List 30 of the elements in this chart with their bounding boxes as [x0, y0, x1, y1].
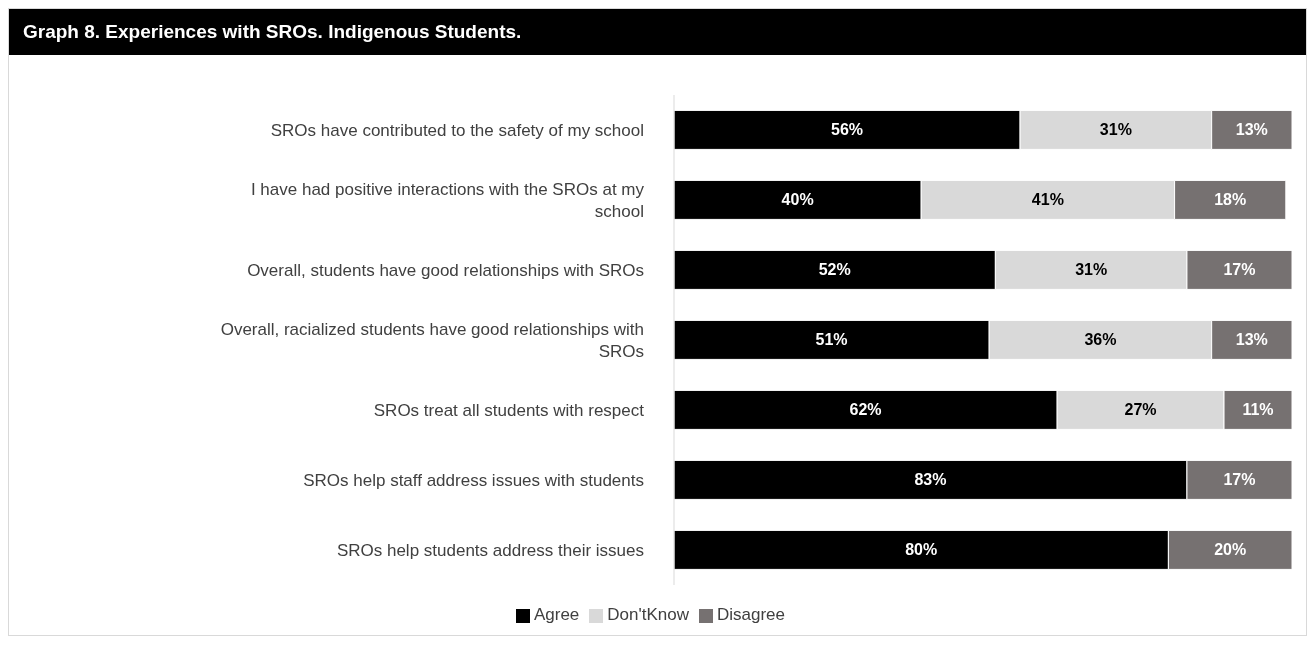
y-tick-label: Overall, students have good relationships with SROs: [247, 260, 644, 280]
data-label: 18%: [1214, 191, 1247, 209]
y-tick-label: SROs help staff address issues with students: [303, 470, 644, 490]
data-label: 56%: [831, 121, 864, 139]
legend-label: Agree: [533, 605, 580, 624]
data-label: 62%: [849, 401, 882, 419]
data-label: 17%: [1223, 471, 1256, 489]
data-label: 40%: [781, 191, 814, 209]
y-tick-label: SROs treat all students with respect: [373, 400, 645, 420]
data-label: 11%: [1242, 401, 1274, 419]
data-label: 13%: [1235, 331, 1268, 349]
data-label: 27%: [1124, 401, 1157, 419]
data-label: 13%: [1235, 121, 1268, 139]
y-tick-label: SROs help students address their issues: [336, 540, 644, 560]
y-tick-label: Overall, racialized students have good relationships with SROs: [220, 319, 644, 361]
data-label: 31%: [1075, 261, 1108, 279]
data-label: 17%: [1223, 261, 1256, 279]
data-label: 52%: [818, 261, 851, 279]
data-label: 80%: [905, 541, 938, 559]
data-label: 20%: [1214, 541, 1247, 559]
data-label: 41%: [1031, 191, 1064, 209]
legend-label: Don'tKnow: [607, 605, 689, 624]
text: Graph 8. Experiences with SROs. Indigenous Students.: [9, 9, 1306, 55]
y-tick-label: I have had positive interactions with the SROs at my school: [250, 179, 645, 221]
data-label: 36%: [1084, 331, 1117, 349]
data-label: 83%: [914, 471, 947, 489]
legend-label: Disagree: [717, 605, 786, 624]
data-label: 51%: [815, 331, 848, 349]
data-label: 31%: [1099, 121, 1132, 139]
y-tick-label: SROs have contributed to the safety of my school: [270, 120, 644, 140]
